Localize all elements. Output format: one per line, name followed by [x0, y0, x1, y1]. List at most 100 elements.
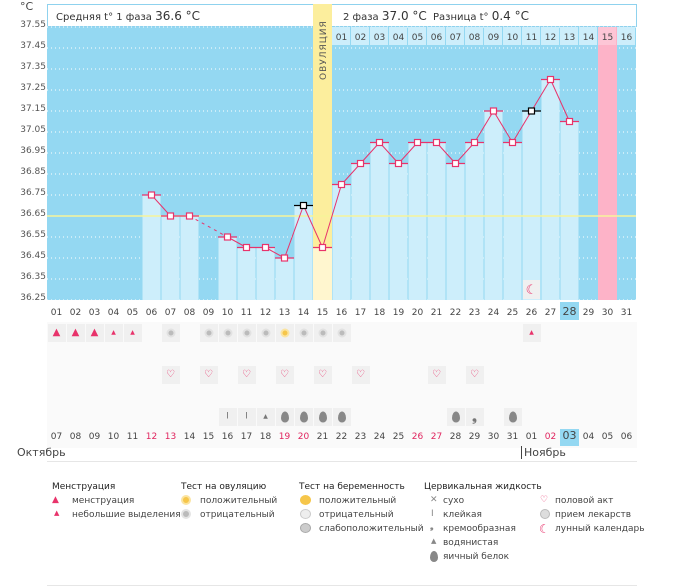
menstruation-cell[interactable]: ▲ [47, 324, 66, 342]
phase2-day-label: 08 [469, 33, 481, 43]
spotting-cell[interactable]: ▲ [104, 324, 123, 342]
egg-white-fluid-cell[interactable] [503, 408, 522, 426]
diff-label: Разница t° [433, 12, 489, 23]
ovulation-column [313, 4, 332, 300]
calendar-date[interactable]: 12 [145, 432, 158, 442]
cycle-day-label: 29 [583, 308, 595, 318]
intercourse-cell[interactable]: ♡ [161, 366, 180, 384]
calendar-date[interactable]: 13 [164, 432, 177, 442]
legend-item: лунный календарь [555, 524, 645, 534]
calendar-date[interactable]: 04 [582, 432, 595, 442]
calendar-date[interactable]: 08 [69, 432, 82, 442]
calendar-date[interactable]: 26 [411, 432, 424, 442]
temperature-line [550, 79, 570, 122]
temperature-bar [370, 142, 389, 300]
legend-item: половой акт [555, 496, 614, 506]
diff-value: 0.4 °C [491, 9, 530, 23]
calendar-date[interactable]: 28 [449, 432, 462, 442]
calendar-date[interactable]: 09 [88, 432, 101, 442]
intercourse-cell[interactable]: ♡ [275, 366, 294, 384]
intercourse-icon: ♡ [280, 369, 289, 380]
calendar-date[interactable]: 01 [525, 432, 538, 442]
temperature-bar [161, 216, 180, 300]
phase2-day-cell [408, 27, 426, 45]
calendar-date[interactable]: 22 [335, 432, 348, 442]
cycle-day-label: 31 [621, 308, 632, 318]
egg-white-fluid-cell[interactable] [275, 408, 294, 426]
calendar-date[interactable]: 07 [50, 432, 63, 442]
calendar-date[interactable]: 31 [506, 432, 519, 442]
cycle-day-label: 18 [374, 308, 386, 318]
temperature-bar [503, 142, 522, 300]
calendar-date[interactable]: 15 [202, 432, 215, 442]
ovulation-test-negative-cell[interactable] [161, 324, 180, 342]
temperature-point [451, 159, 460, 168]
legend-item: яичный белок [443, 552, 510, 562]
month-october: Октябрь [17, 446, 66, 459]
temperature-point [470, 138, 479, 147]
egg-white-fluid-cell[interactable] [332, 408, 351, 426]
calendar-date[interactable]: 18 [259, 432, 272, 442]
calendar-date[interactable]: 10 [107, 432, 120, 442]
legend-item: положительный [200, 496, 278, 506]
calendar-date[interactable]: 30 [487, 432, 500, 442]
egg-white-fluid-cell[interactable] [294, 408, 313, 426]
menstruation-cell[interactable]: ▲ [85, 324, 104, 342]
egg-white-fluid-cell[interactable] [313, 408, 332, 426]
temperature-point [432, 138, 441, 147]
calendar-date[interactable]: 25 [392, 432, 405, 442]
calendar-date[interactable]: 03 [560, 429, 579, 446]
today-cycle-highlight [560, 302, 579, 320]
calendar-date[interactable]: 27 [430, 432, 443, 442]
intercourse-cell[interactable]: ♡ [237, 366, 256, 384]
calendar-date[interactable]: 11 [126, 432, 139, 442]
menstruation-cell[interactable]: ▲ [66, 324, 85, 342]
ovulation-test-negative-cell[interactable] [199, 324, 218, 342]
ovulation-test-positive-cell[interactable] [275, 324, 294, 342]
intercourse-icon: ♡ [318, 369, 327, 380]
ovulation-test-negative-cell[interactable] [256, 324, 275, 342]
calendar-date[interactable]: 16 [221, 432, 234, 442]
calendar-date[interactable]: 19 [278, 432, 291, 442]
calendar-date[interactable]: 24 [373, 432, 386, 442]
temperature-point [223, 233, 232, 241]
cycle-day-label: 13 [279, 308, 290, 318]
calendar-date[interactable]: 02 [544, 432, 557, 442]
temperature-point [394, 159, 403, 168]
watery-fluid-cell[interactable]: ▲ [256, 408, 275, 426]
y-tick-label: 37.35 [20, 62, 46, 72]
spotting-cell[interactable]: ▲ [123, 324, 142, 342]
intercourse-cell[interactable]: ♡ [427, 366, 446, 384]
sticky-fluid-cell[interactable]: I [237, 408, 256, 426]
ovulation-test-negative-cell[interactable] [313, 324, 332, 342]
y-axis-unit: °C [20, 0, 34, 13]
y-tick-label: 36.85 [20, 167, 46, 177]
calendar-date[interactable]: 17 [240, 432, 253, 442]
sticky-fluid-icon: I [226, 411, 229, 422]
legend-menstruation-title: Менструация [52, 482, 116, 492]
calendar-date[interactable]: 29 [468, 432, 481, 442]
spotting-cell[interactable]: ▲ [522, 324, 541, 342]
symptom-grid [47, 322, 637, 448]
calendar-date[interactable]: 06 [620, 432, 633, 442]
ovulation-test-negative-cell[interactable] [294, 324, 313, 342]
sticky-fluid-cell[interactable]: I [218, 408, 237, 426]
legend-item: менструация [72, 496, 135, 506]
intercourse-cell[interactable]: ♡ [313, 366, 332, 384]
calendar-date[interactable]: 20 [297, 432, 310, 442]
calendar-date[interactable]: 23 [354, 432, 367, 442]
ovulation-test-negative-cell[interactable] [332, 324, 351, 342]
intercourse-cell[interactable]: ♡ [465, 366, 484, 384]
phase2-day-cell [370, 27, 388, 45]
intercourse-cell[interactable]: ♡ [199, 366, 218, 384]
calendar-date[interactable]: 05 [601, 432, 614, 442]
calendar-date[interactable]: 21 [316, 432, 329, 442]
intercourse-cell[interactable]: ♡ [351, 366, 370, 384]
egg-white-fluid-cell[interactable] [446, 408, 465, 426]
ovulation-test-negative-cell[interactable] [218, 324, 237, 342]
calendar-date[interactable]: 14 [183, 432, 196, 442]
creamy-fluid-cell[interactable]: ❟ [465, 408, 484, 426]
bottom-divider [47, 585, 637, 586]
phase2-day-label: 01 [336, 33, 347, 43]
ovulation-test-negative-cell[interactable] [237, 324, 256, 342]
